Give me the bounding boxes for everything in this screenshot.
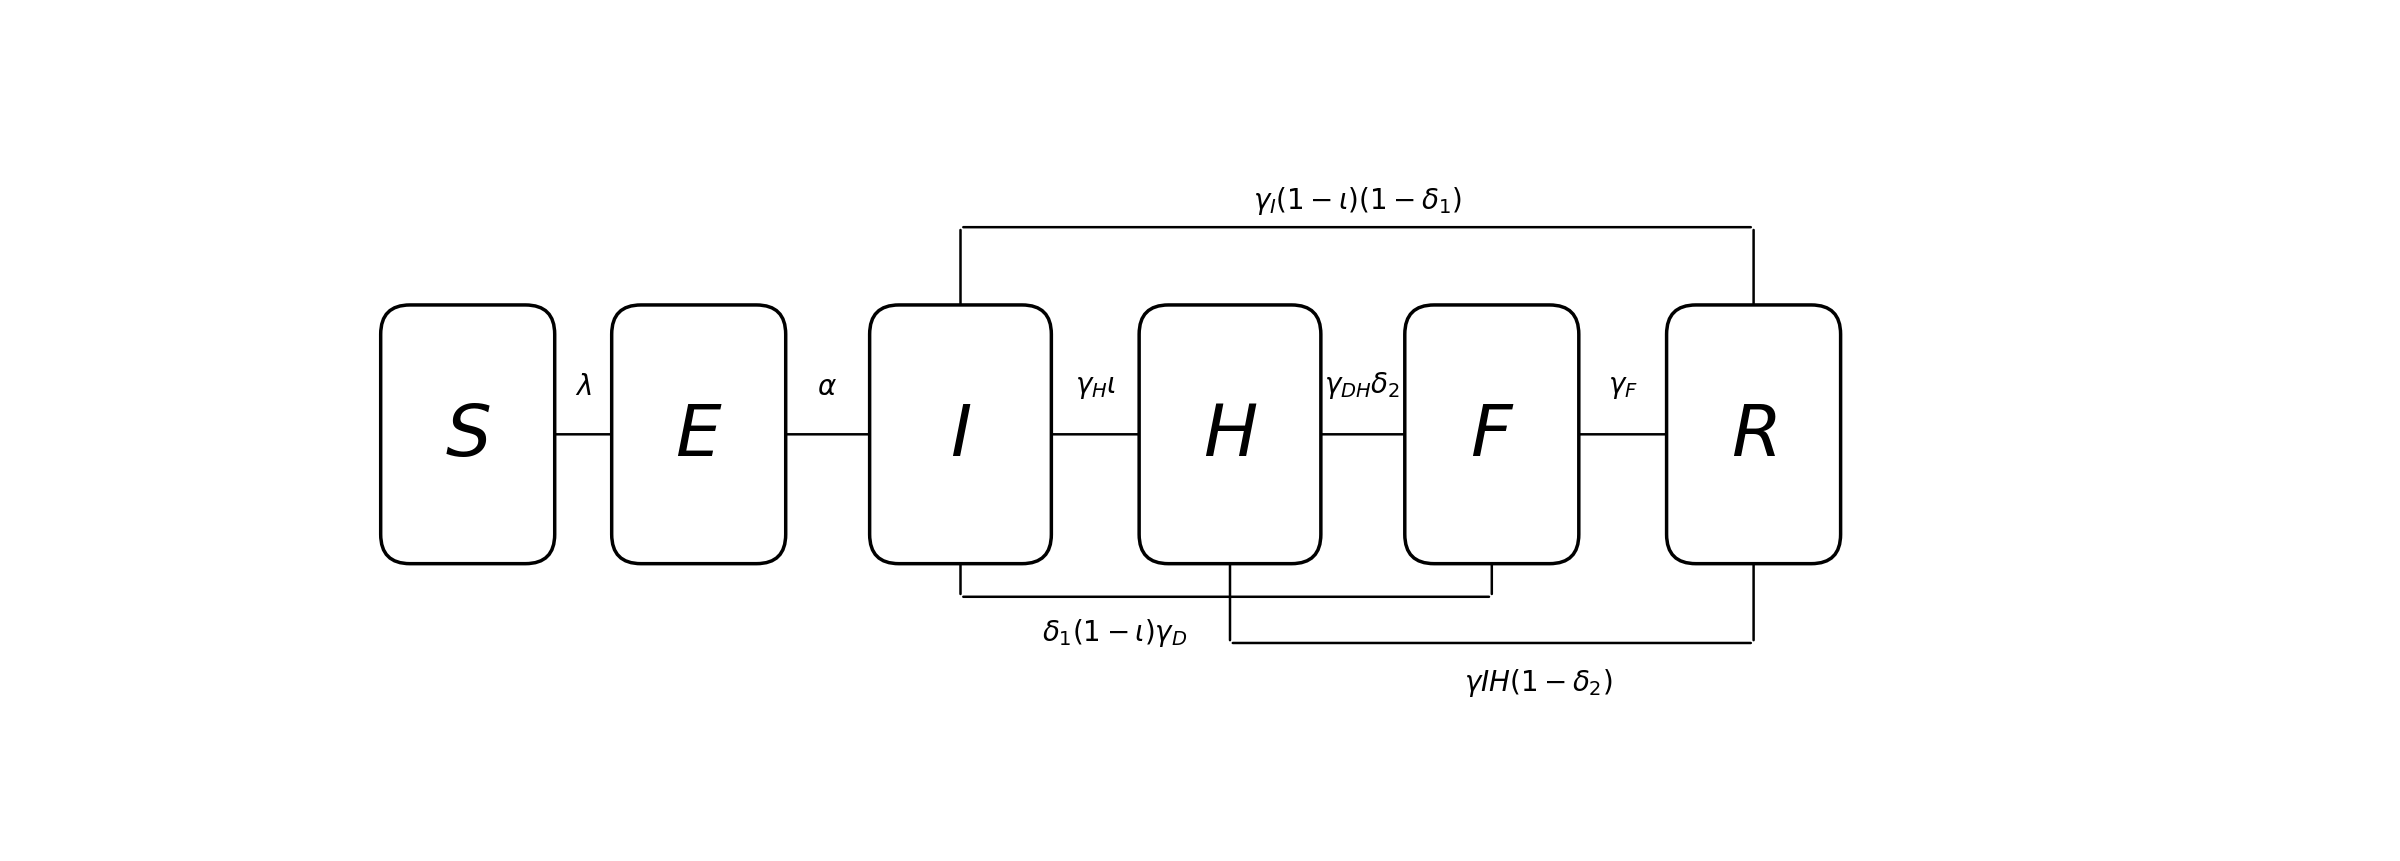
Text: $H$: $H$ — [1202, 400, 1258, 470]
Text: $\gamma IH(1 - \delta_2)$: $\gamma IH(1 - \delta_2)$ — [1464, 666, 1613, 698]
Text: $\gamma_H\iota$: $\gamma_H\iota$ — [1075, 374, 1116, 401]
FancyBboxPatch shape — [1140, 306, 1320, 564]
Text: $F$: $F$ — [1469, 400, 1514, 470]
Text: $E$: $E$ — [674, 400, 722, 470]
FancyBboxPatch shape — [1666, 306, 1841, 564]
Text: $\delta_1(1 - \iota)\gamma_D$: $\delta_1(1 - \iota)\gamma_D$ — [1042, 616, 1188, 648]
Text: $\gamma_I(1 - \iota)(1 - \delta_1)$: $\gamma_I(1 - \iota)(1 - \delta_1)$ — [1253, 184, 1462, 216]
Text: $\gamma_F$: $\gamma_F$ — [1608, 374, 1637, 401]
Text: $R$: $R$ — [1730, 400, 1776, 470]
Text: $I$: $I$ — [950, 400, 972, 470]
FancyBboxPatch shape — [869, 306, 1051, 564]
Text: $\lambda$: $\lambda$ — [576, 374, 590, 401]
Text: $\gamma_{DH}\delta_2$: $\gamma_{DH}\delta_2$ — [1325, 370, 1402, 401]
FancyBboxPatch shape — [382, 306, 554, 564]
Text: $\alpha$: $\alpha$ — [818, 374, 838, 401]
Text: $S$: $S$ — [444, 400, 490, 470]
FancyBboxPatch shape — [612, 306, 785, 564]
FancyBboxPatch shape — [1404, 306, 1579, 564]
